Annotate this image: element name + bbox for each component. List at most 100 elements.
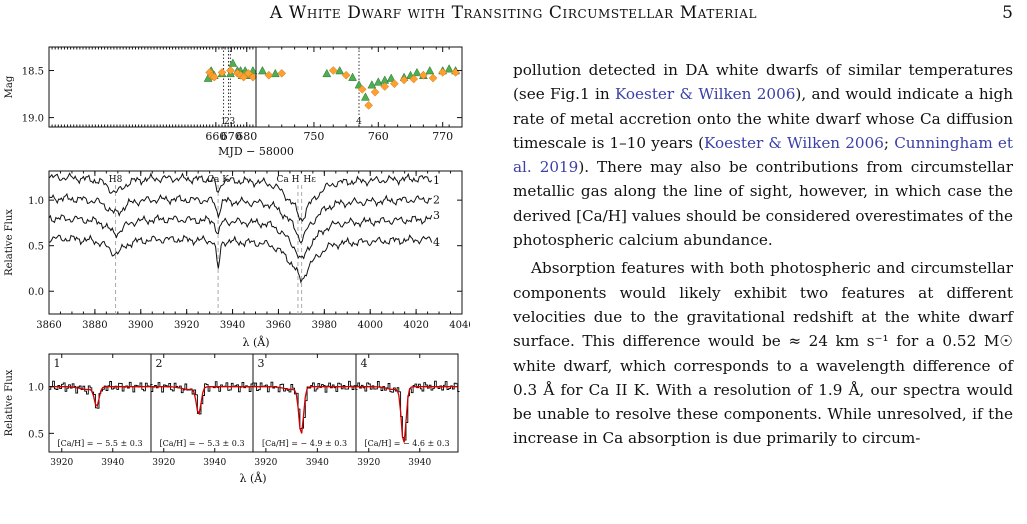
spectrum-line xyxy=(48,172,433,223)
event-marker-label: 1 xyxy=(221,117,227,127)
y-axis-label: Relative Flux xyxy=(4,209,15,276)
citation-link[interactable]: Koester & Wilken 2006 xyxy=(704,133,884,152)
triangle-data-point xyxy=(386,73,396,82)
diamond-data-point xyxy=(357,84,367,94)
running-header: A White Dwarf with Transiting Circumstel… xyxy=(0,0,1027,30)
x-tick-label: 3920 xyxy=(254,458,277,468)
spectrum-epoch-label: 2 xyxy=(433,193,440,206)
x-tick-label: 3920 xyxy=(152,458,175,468)
diamond-data-point xyxy=(451,68,460,77)
body-text-column: pollution detected in DA white dwarfs of… xyxy=(513,58,1013,451)
x-tick-label: 3940 xyxy=(306,458,329,468)
model-fit-line xyxy=(49,386,151,408)
diamond-data-point xyxy=(364,100,374,110)
observed-spectrum-step xyxy=(253,380,358,430)
observed-spectrum-step xyxy=(49,380,153,409)
event-marker-label: 4 xyxy=(356,117,362,127)
x-tick-label: 3940 xyxy=(203,458,226,468)
citation-link[interactable]: Cunningham et al. 2019 xyxy=(513,133,1013,177)
spectrum-epoch-label: 4 xyxy=(433,236,440,249)
line-identification-label: Hε xyxy=(303,175,316,185)
observed-spectrum-step xyxy=(356,380,460,441)
x-tick-label: 3980 xyxy=(312,320,337,331)
diamond-data-point xyxy=(419,70,428,80)
x-axis-label: λ (Å) xyxy=(240,471,267,485)
x-tick-label: 3940 xyxy=(101,458,124,468)
triangle-data-point xyxy=(425,65,435,75)
x-tick-label: 760 xyxy=(368,130,389,143)
diamond-data-point xyxy=(341,70,351,80)
x-tick-label: 660 xyxy=(205,130,226,143)
diamond-data-point xyxy=(409,74,419,84)
x-tick-label: 3940 xyxy=(220,320,245,331)
x-tick-label: 670 xyxy=(221,130,242,143)
y-tick-label: 19.0 xyxy=(22,114,44,125)
x-tick-label: 3940 xyxy=(408,458,431,468)
x-tick-label: 3920 xyxy=(174,320,199,331)
y-tick-label: 0.5 xyxy=(28,242,44,253)
diamond-data-point xyxy=(239,72,248,82)
diamond-data-point xyxy=(226,66,235,75)
triangle-data-point xyxy=(270,68,280,78)
triangle-data-point xyxy=(412,67,422,77)
paragraph-2: Absorption features with both photospher… xyxy=(513,256,1013,450)
spectrum-epoch-label: 1 xyxy=(433,174,440,187)
panel-number-label: 2 xyxy=(156,357,163,370)
text-run: ). There may also be contributions from … xyxy=(513,158,1013,250)
text-run: Absorption features with both photospher… xyxy=(513,259,1013,448)
diamond-data-point xyxy=(370,87,380,97)
model-fit-line xyxy=(151,386,253,416)
text-run: pollution detected in DA white dwarfs of… xyxy=(513,61,1013,104)
y-axis-label: Relative Flux xyxy=(4,369,15,436)
triangle-data-point xyxy=(373,77,383,86)
diamond-data-point xyxy=(399,75,409,85)
caK-panel-frame xyxy=(150,353,254,453)
running-title: A White Dwarf with Transiting Circumstel… xyxy=(269,3,758,23)
diamond-data-point xyxy=(438,68,448,77)
y-tick-label: 0.0 xyxy=(28,287,44,298)
y-tick-label: 18.5 xyxy=(22,67,44,78)
diamond-data-point xyxy=(277,68,287,78)
diamond-data-point xyxy=(390,79,399,89)
diamond-data-point xyxy=(217,68,227,77)
abundance-annotation: [Ca/H] = − 5.3 ± 0.3 xyxy=(159,439,244,448)
x-tick-label: 750 xyxy=(303,130,324,143)
model-fit-line xyxy=(356,386,458,443)
diamond-data-point xyxy=(428,73,438,83)
triangle-data-point xyxy=(361,92,370,101)
paragraph-1: pollution detected in DA white dwarfs of… xyxy=(513,58,1013,252)
y-tick-label: 1.0 xyxy=(28,383,44,394)
triangle-data-point xyxy=(228,58,238,67)
caK-panel-frame xyxy=(48,353,152,453)
line-identification-label: Ca K xyxy=(207,175,229,185)
line-identification-label: Ca H xyxy=(276,175,299,185)
panel-number-label: 4 xyxy=(361,357,368,370)
triangle-data-point xyxy=(348,72,357,81)
triangle-data-point xyxy=(444,64,454,73)
spectrum-line xyxy=(48,234,433,284)
x-tick-label: 3920 xyxy=(357,458,380,468)
panel-number-label: 3 xyxy=(258,357,265,370)
triangle-data-point xyxy=(258,65,267,75)
x-tick-label: 680 xyxy=(236,130,257,143)
x-tick-label: 4000 xyxy=(357,320,382,331)
citation-link[interactable]: Koester & Wilken 2006 xyxy=(614,85,796,104)
line-identification-label: H8 xyxy=(109,175,123,185)
x-tick-label: 3900 xyxy=(128,320,153,331)
panel-number-label: 1 xyxy=(54,357,61,370)
abundance-annotation: [Ca/H] = − 4.9 ± 0.3 xyxy=(262,439,347,448)
model-fit-line xyxy=(253,386,356,434)
abundance-annotation: [Ca/H] = − 5.5 ± 0.3 xyxy=(57,439,142,448)
figure-3-panels: 660 670 680 1 2 3 750 760 770 4 18.5 19.0 Mag MJD − 5… xyxy=(0,32,475,520)
lightcurve-panel-frame xyxy=(48,46,257,128)
y-axis-label: Mag xyxy=(4,75,15,98)
spectrum-line xyxy=(48,192,432,244)
page-number: 5 xyxy=(1002,3,1013,23)
spectrum-epoch-label: 3 xyxy=(433,209,440,222)
y-tick-label: 0.5 xyxy=(28,429,44,440)
diamond-data-point xyxy=(380,82,390,91)
diamond-data-point xyxy=(328,66,338,75)
event-marker-label: 2 xyxy=(224,117,230,127)
